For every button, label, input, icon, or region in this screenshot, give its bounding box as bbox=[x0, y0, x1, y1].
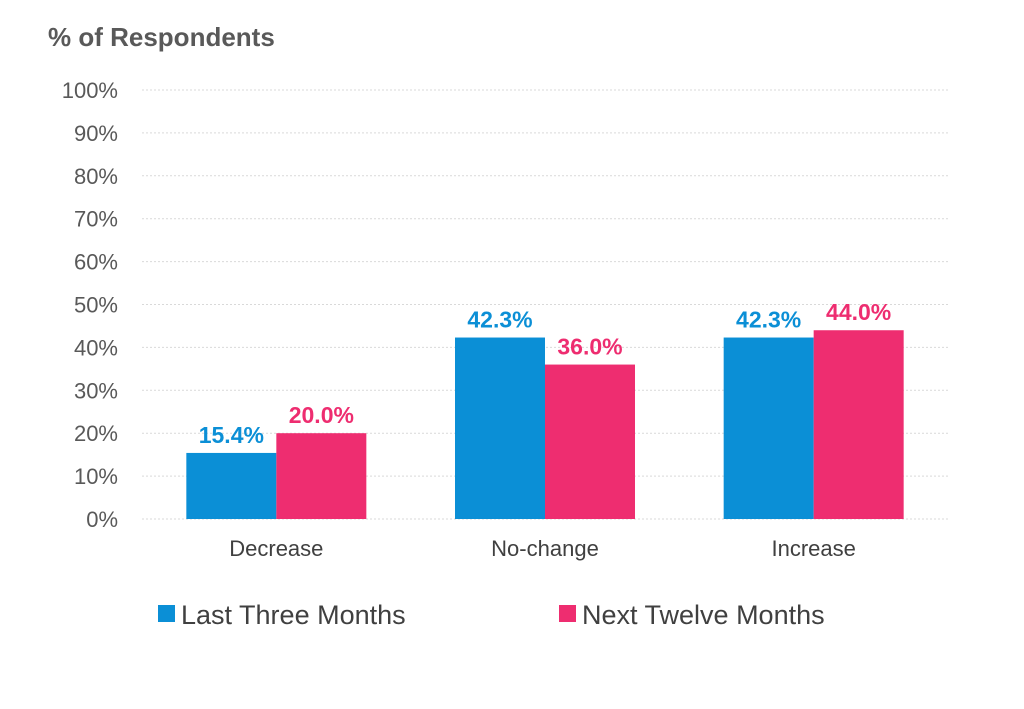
y-axis-title: % of Respondents bbox=[48, 22, 275, 52]
legend-swatch bbox=[158, 605, 175, 622]
x-category-label: Increase bbox=[771, 536, 855, 561]
y-tick-label: 0% bbox=[86, 507, 118, 532]
data-label: 20.0% bbox=[289, 402, 354, 428]
y-tick-label: 10% bbox=[74, 464, 118, 489]
x-category-label: Decrease bbox=[229, 536, 323, 561]
legend-label: Next Twelve Months bbox=[582, 600, 825, 630]
y-tick-label: 100% bbox=[62, 78, 118, 103]
legend-swatch bbox=[559, 605, 576, 622]
y-tick-label: 60% bbox=[74, 250, 118, 275]
y-tick-label: 40% bbox=[74, 335, 118, 360]
x-category-labels: Decrease No-change Increase bbox=[229, 536, 856, 561]
bar bbox=[455, 337, 545, 519]
bar bbox=[276, 433, 367, 519]
bar bbox=[545, 364, 635, 519]
x-category-label: No-change bbox=[491, 536, 599, 561]
data-label: 42.3% bbox=[467, 307, 532, 333]
data-label: 44.0% bbox=[826, 299, 891, 325]
y-tick-labels: 0% 10% 20% 30% 40% 50% 60% 70% 80% 90% 100% bbox=[62, 78, 118, 532]
bars bbox=[186, 330, 904, 519]
bar bbox=[186, 452, 277, 519]
y-tick-label: 20% bbox=[74, 421, 118, 446]
legend: Last Three Months Next Twelve Months bbox=[158, 600, 825, 630]
bar bbox=[813, 330, 904, 519]
y-tick-label: 70% bbox=[74, 207, 118, 232]
data-label: 36.0% bbox=[557, 334, 622, 360]
y-tick-label: 30% bbox=[74, 378, 118, 403]
y-tick-label: 90% bbox=[74, 121, 118, 146]
data-labels: 15.4% 20.0% 42.3% 36.0% 42.3% 44.0% bbox=[199, 299, 892, 448]
y-tick-label: 80% bbox=[74, 164, 118, 189]
legend-label: Last Three Months bbox=[181, 600, 406, 630]
bar bbox=[723, 337, 814, 519]
data-label: 15.4% bbox=[199, 422, 264, 448]
y-tick-label: 50% bbox=[74, 293, 118, 318]
data-label: 42.3% bbox=[736, 307, 801, 333]
